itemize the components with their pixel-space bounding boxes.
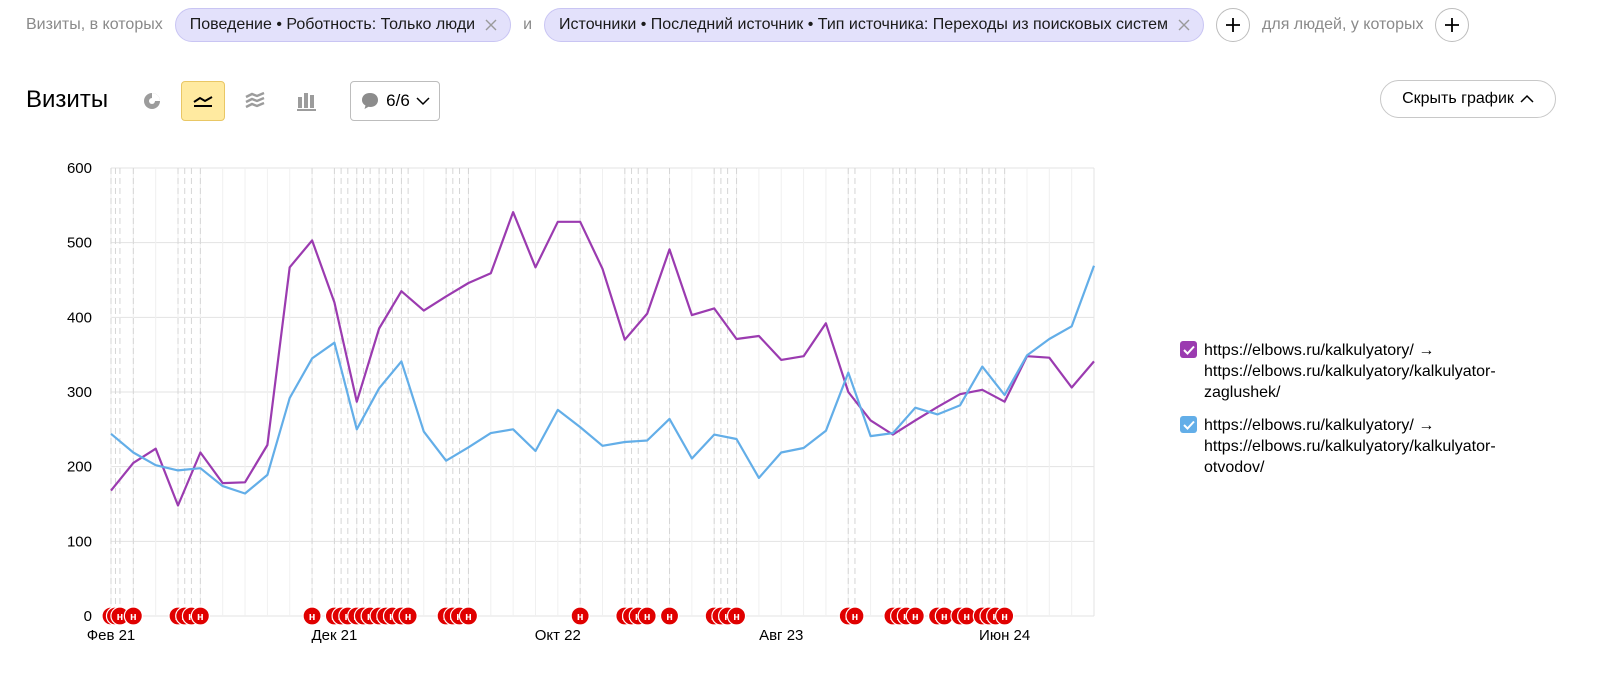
y-tick-label: 400 bbox=[67, 309, 92, 326]
note-marker: н bbox=[302, 606, 322, 626]
filter-chip-label: Поведение • Роботность: Только люди bbox=[189, 16, 476, 33]
add-visit-condition-button[interactable] bbox=[1216, 8, 1251, 42]
add-user-condition-button[interactable] bbox=[1435, 8, 1470, 42]
note-marker-circle bbox=[302, 606, 322, 626]
y-tick-label: 100 bbox=[67, 533, 92, 550]
x-tick-label: Авг 23 bbox=[759, 627, 803, 644]
note-marker: н bbox=[123, 606, 143, 626]
series-checkbox[interactable] bbox=[1180, 341, 1197, 358]
visits-line-chart: нннннннннннннннннннннннннннннннннннннннн… bbox=[67, 160, 1096, 644]
series-checkbox[interactable] bbox=[1180, 416, 1197, 433]
note-marker-circle bbox=[845, 606, 865, 626]
note-marker-circle bbox=[637, 606, 657, 626]
y-tick-label: 0 bbox=[84, 608, 92, 625]
note-marker-circle bbox=[905, 606, 925, 626]
line-view-button[interactable] bbox=[181, 81, 225, 121]
x-tick-label: Июн 24 bbox=[979, 627, 1030, 644]
note-marker-label: н bbox=[912, 611, 919, 623]
note-marker-circle bbox=[398, 606, 418, 626]
comment-icon bbox=[362, 93, 379, 109]
segment-filter-bar: Визиты, в которых Поведение • Роботность… bbox=[26, 8, 1470, 42]
x-tick-label: Окт 22 bbox=[535, 627, 581, 644]
y-tick-label: 200 bbox=[67, 459, 92, 476]
note-marker-circle bbox=[659, 606, 680, 626]
notes-dropdown-button[interactable]: 6/6 bbox=[350, 81, 440, 121]
note-marker-label: н bbox=[963, 611, 970, 623]
note-marker: н bbox=[905, 606, 925, 626]
bar-chart-icon bbox=[297, 93, 316, 111]
note-marker-circle bbox=[995, 606, 1015, 626]
note-marker-label: н bbox=[405, 611, 412, 623]
stacked-area-icon bbox=[245, 91, 265, 109]
and-label: и bbox=[523, 16, 533, 33]
note-marker: н bbox=[957, 606, 977, 626]
note-marker-label: н bbox=[309, 611, 316, 623]
note-marker-label: н bbox=[644, 611, 651, 623]
close-icon[interactable] bbox=[484, 18, 498, 32]
note-marker: н bbox=[637, 606, 657, 626]
note-marker-label: н bbox=[941, 611, 948, 623]
note-marker-label: н bbox=[852, 611, 859, 623]
note-marker-label: н bbox=[666, 611, 673, 623]
visits-where-label: Визиты, в которых bbox=[26, 16, 163, 33]
note-marker: н bbox=[570, 606, 590, 626]
filter-chip-robotness[interactable]: Поведение • Роботность: Только люди bbox=[174, 8, 512, 42]
y-axis: 0 100 200 300 400 500 600 bbox=[67, 160, 92, 625]
chart-legend: https://elbows.ru/kalkulyatory/ → https:… bbox=[1180, 340, 1580, 490]
plus-icon bbox=[1226, 18, 1241, 32]
note-marker-label: н bbox=[465, 611, 472, 623]
chart-series bbox=[110, 210, 1096, 507]
note-marker: н bbox=[659, 606, 680, 626]
y-tick-label: 300 bbox=[67, 384, 92, 401]
y-tick-label: 500 bbox=[67, 235, 92, 252]
legend-item-otvodov[interactable]: https://elbows.ru/kalkulyatory/ → https:… bbox=[1180, 415, 1580, 478]
close-icon[interactable] bbox=[1177, 18, 1191, 32]
chevron-up-icon bbox=[1520, 94, 1534, 103]
note-marker-circle bbox=[458, 606, 479, 626]
x-tick-label: Дек 21 bbox=[311, 627, 357, 644]
series-line-2 bbox=[110, 265, 1096, 495]
note-marker-label: н bbox=[1001, 611, 1008, 623]
legend-label: https://elbows.ru/kalkulyatory/ → https:… bbox=[1204, 342, 1496, 401]
note-marker: н bbox=[845, 606, 865, 626]
legend-item-zaglushek[interactable]: https://elbows.ru/kalkulyatory/ → https:… bbox=[1180, 340, 1580, 403]
hide-chart-button[interactable]: Скрыть график bbox=[1380, 80, 1556, 118]
note-marker-circle bbox=[123, 606, 143, 626]
hide-chart-label: Скрыть график bbox=[1402, 90, 1514, 107]
checkmark-icon bbox=[1182, 420, 1195, 430]
y-tick-label: 600 bbox=[67, 160, 92, 177]
note-marker: н bbox=[726, 606, 747, 626]
note-marker-label: н bbox=[577, 611, 584, 623]
pie-chart-icon bbox=[144, 93, 160, 109]
chevron-down-icon bbox=[416, 97, 430, 106]
notes-count: 6/6 bbox=[386, 91, 410, 110]
note-marker-label: н bbox=[197, 611, 204, 623]
note-marker: н bbox=[458, 606, 479, 626]
filter-chip-source-type[interactable]: Источники • Последний источник • Тип ист… bbox=[544, 8, 1205, 42]
chart-grid bbox=[110, 167, 1095, 617]
note-marker: н bbox=[398, 606, 418, 626]
note-markers: нннннннннннннннннннннннннннннннннннннннн… bbox=[101, 168, 1015, 626]
filter-chip-label: Источники • Последний источник • Тип ист… bbox=[559, 16, 1169, 33]
note-marker: н bbox=[190, 606, 210, 626]
x-tick-label: Фев 21 bbox=[87, 627, 136, 644]
area-view-button[interactable] bbox=[233, 81, 277, 121]
chart-title: Визиты bbox=[26, 86, 109, 113]
line-chart-icon bbox=[193, 96, 213, 107]
x-axis: Фев 21 Дек 21 Окт 22 Авг 23 Июн 24 bbox=[87, 627, 1031, 644]
plus-icon bbox=[1445, 18, 1460, 32]
note-marker-label: н bbox=[733, 611, 740, 623]
note-marker-label: н bbox=[117, 611, 124, 623]
note-marker: н bbox=[995, 606, 1015, 626]
note-marker-circle bbox=[190, 606, 210, 626]
people-where-label: для людей, у которых bbox=[1262, 16, 1424, 33]
legend-label: https://elbows.ru/kalkulyatory/ → https:… bbox=[1204, 417, 1496, 476]
checkmark-icon bbox=[1182, 345, 1195, 355]
pie-view-button[interactable] bbox=[130, 81, 174, 121]
note-marker-circle bbox=[726, 606, 747, 626]
note-marker-label: н bbox=[130, 611, 137, 623]
bar-view-button[interactable] bbox=[285, 81, 329, 121]
note-marker-circle bbox=[570, 606, 590, 626]
